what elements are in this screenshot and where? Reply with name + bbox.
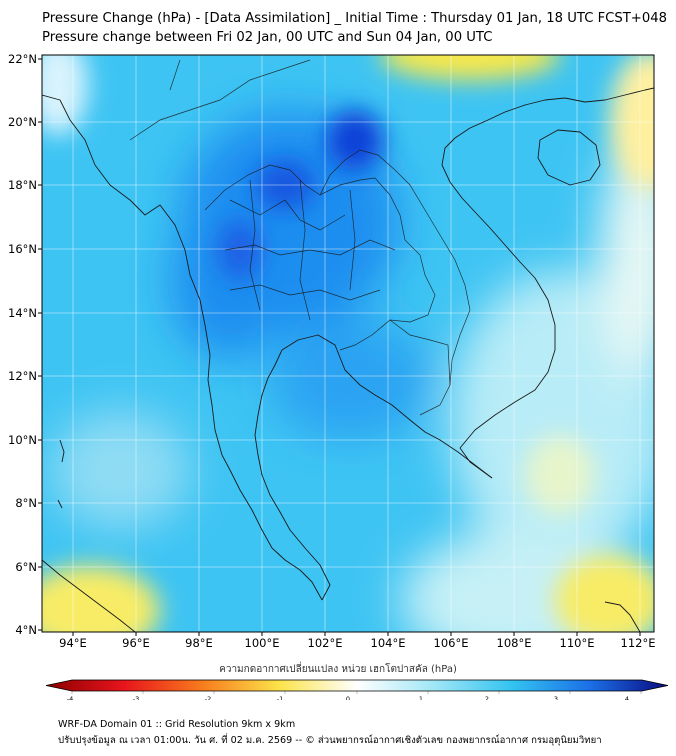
colorbar-label-neg2: -2 [205,695,211,700]
colorbar-label-neg3: -3 [133,695,139,700]
colorbar-label-1: 1 [419,695,423,700]
colorbar-label-2: 2 [485,695,489,700]
lon-tick-108: 108°E [497,636,532,650]
footer-model-info: WRF-DA Domain 01 :: Grid Resolution 9km … [58,719,296,730]
colorbar: -4 -3 -2 -1 0 1 2 3 4 [45,679,669,700]
colorbar-label-neg1: -1 [277,695,283,700]
lon-tick-100: 100°E [245,636,280,650]
lon-tick-98: 98°E [185,636,213,650]
colorbar-bar [45,679,669,692]
lon-tick-104: 104°E [371,636,406,650]
lat-tick-12: 12°N [8,369,37,383]
coastlines [42,87,654,632]
lon-tick-102: 102°E [308,636,343,650]
colorbar-label-3: 3 [554,695,558,700]
admin-borders [129,59,471,416]
lat-tick-4: 4°N [15,623,37,637]
lat-tick-8: 8°N [15,496,37,510]
colorbar-label-0: 0 [346,695,350,700]
lon-tick-labels: 94°E 96°E 98°E 100°E 102°E 104°E 106°E 1… [59,636,655,650]
lat-tick-6: 6°N [15,560,37,574]
plot-frame [41,54,655,633]
colorbar-label-neg4: -4 [67,695,73,700]
lon-tick-112: 112°E [621,636,656,650]
lon-tick-110: 110°E [560,636,595,650]
footer-credit: ปรับปรุงข้อมูล ณ เวลา 01:00น. วัน ศ. ที่… [58,735,602,746]
lat-tick-20: 20°N [8,115,37,129]
lat-tick-labels: 22°N 20°N 18°N 16°N 14°N 12°N 10°N 8°N 6… [8,52,37,637]
graticule [42,55,654,632]
lon-tick-94: 94°E [59,636,87,650]
lon-tick-96: 96°E [122,636,150,650]
map-title: Pressure Change (hPa) - [Data Assimilati… [42,11,668,26]
lat-tick-16: 16°N [8,242,37,256]
lat-tick-22: 22°N [8,52,37,66]
colorbar-title: ความกดอากาศเปลี่ยนแปลง หน่วย เฮกโตปาสคัล… [219,664,457,675]
map-subtitle: Pressure change between Fri 02 Jan, 00 U… [42,30,493,45]
colorbar-label-4: 4 [625,695,629,700]
lon-tick-106: 106°E [434,636,469,650]
lat-tick-10: 10°N [8,433,37,447]
lat-tick-18: 18°N [8,178,37,192]
tick-marks [38,58,641,636]
pressure-change-map: 94°E 96°E 98°E 100°E 102°E 104°E 106°E 1… [8,52,669,700]
pressure-field [42,55,654,632]
lat-tick-14: 14°N [8,306,37,320]
